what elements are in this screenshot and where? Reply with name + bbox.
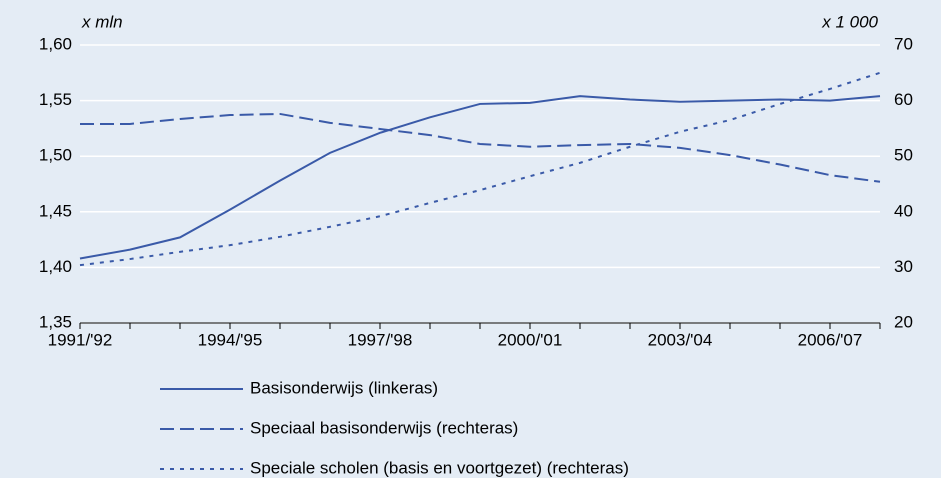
y-tick-label: 1,55	[39, 90, 72, 109]
x-tick-label: 1994/'95	[198, 330, 263, 349]
y2-tick-label: 20	[894, 312, 913, 331]
y2-tick-label: 50	[894, 146, 913, 165]
x-tick-label: 2000/'01	[498, 330, 563, 349]
x-tick-label: 1991/'92	[48, 330, 113, 349]
legend-label: Speciaal basisonderwijs (rechteras)	[250, 418, 518, 437]
x-tick-label: 2003/'04	[648, 330, 713, 349]
x-tick-label: 2006/'07	[798, 330, 863, 349]
y2-tick-label: 60	[894, 90, 913, 109]
y2-tick-label: 70	[894, 34, 913, 53]
line-series	[80, 112, 881, 183]
y-tick-label: 1,45	[39, 201, 72, 220]
y-tick-label: 1,40	[39, 257, 72, 276]
y2-axis-label: x 1 000	[821, 12, 878, 31]
y-tick-label: 1,35	[39, 312, 72, 331]
y-tick-label: 1,60	[39, 34, 72, 53]
x-tick-label: 1997/'98	[348, 330, 413, 349]
line-series	[79, 71, 881, 267]
y-axis-label: x mln	[81, 12, 123, 31]
y-tick-label: 1,50	[39, 146, 72, 165]
line-series	[79, 95, 881, 260]
y2-tick-label: 30	[894, 257, 913, 276]
legend-label: Basisonderwijs (linkeras)	[250, 378, 438, 397]
y2-tick-label: 40	[894, 201, 913, 220]
legend-label: Speciale scholen (basis en voortgezet) (…	[250, 458, 629, 477]
